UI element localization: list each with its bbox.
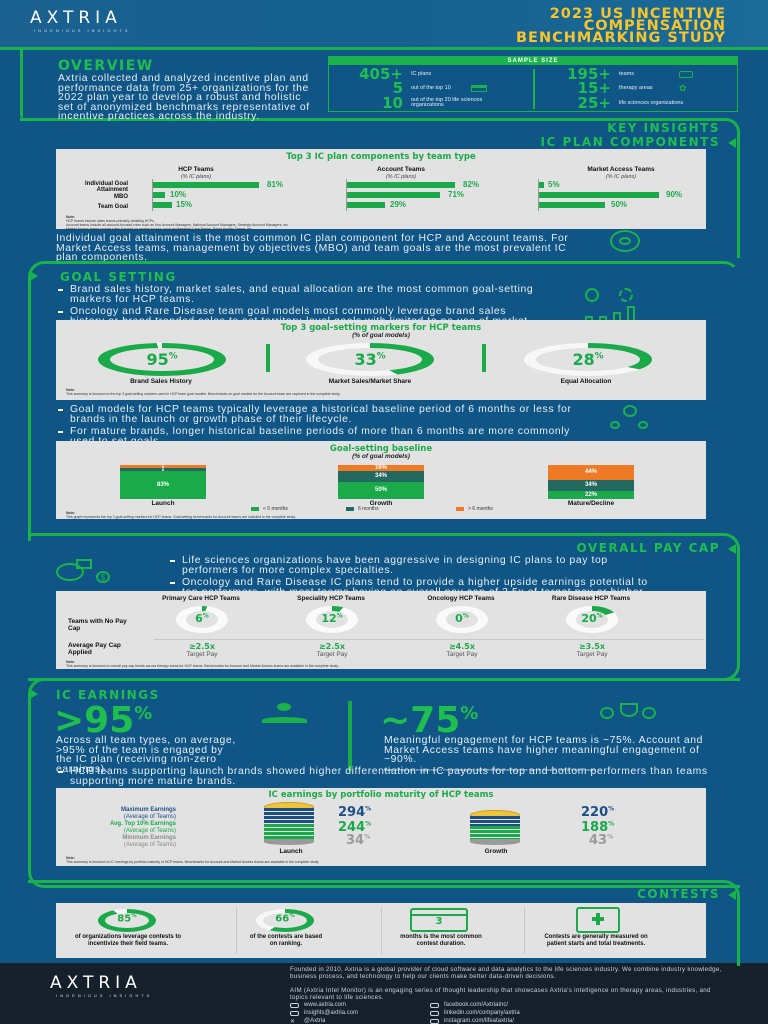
bar-launch: 9 8 83% xyxy=(120,464,206,499)
sample-right: 195+ teams 15+ therapy areas ✿ 25+ life scie… xyxy=(541,65,737,112)
goal-setting-frame xyxy=(28,261,740,541)
bar-mature: 44% 34% 22% xyxy=(548,465,634,499)
facebook-icon xyxy=(430,1002,439,1008)
goal-setting-heading: GOAL SETTING xyxy=(60,270,177,284)
goal-markers-panel: Top 3 goal-setting markers for HCP teams… xyxy=(56,320,706,400)
paycap-col-primary: Primary Care HCP Teams xyxy=(162,595,240,602)
target-icon xyxy=(610,230,640,252)
components-notes: Note: HCP teams include sales teams prim… xyxy=(66,215,289,231)
legend-gt6: > 6 months xyxy=(456,506,493,512)
contests-heading: CONTESTS xyxy=(637,887,720,901)
calendar-icon: 3 xyxy=(410,908,468,932)
coin-stack-launch xyxy=(264,802,314,846)
pay-cap-panel: Teams with No Pay Cap Average Pay Cap Ap… xyxy=(56,591,706,669)
mail-icon xyxy=(290,1010,299,1016)
arrow-marker xyxy=(728,138,736,148)
coin-stack-growth xyxy=(470,810,520,846)
earnings-divider xyxy=(348,701,352,771)
col-market-access: Market Access Teams (% IC plans) xyxy=(587,166,655,180)
stat-engaged: >95% xyxy=(54,700,153,741)
bar-ma-mbo xyxy=(539,192,659,198)
arrow-marker xyxy=(30,689,38,699)
legend-lt6: < 6 months xyxy=(251,506,288,512)
arrow-marker xyxy=(728,544,736,554)
org-chart-icon xyxy=(262,703,307,725)
linkedin-icon xyxy=(430,1010,439,1016)
bar-acct-iga xyxy=(347,182,455,188)
paycap-col-speciality: Speciality HCP Teams xyxy=(297,595,365,602)
paycap-col-rare: Rare Disease HCP Teams xyxy=(551,595,631,602)
pie-dollar-icon: $ xyxy=(56,557,126,587)
team-icon xyxy=(679,70,693,78)
overview-text: Axtria collected and analyzed incentive … xyxy=(58,73,310,123)
people-network-icon xyxy=(610,405,650,433)
contests-panel: 85% of organizations leverage contests t… xyxy=(56,903,706,958)
frame-tail xyxy=(737,958,740,966)
footer: AXTRIA INGENIOUS INSIGHTS Founded in 201… xyxy=(0,963,768,1024)
linkedin-link[interactable]: linkedin.com/company/axtria xyxy=(430,1009,670,1017)
footer-logo: AXTRIA xyxy=(50,973,142,993)
legend-6: 6 months xyxy=(346,506,379,512)
logo-tagline: INGENIOUS INSIGHTS xyxy=(34,28,131,33)
stat-meaningful: ~75% xyxy=(380,700,479,741)
website-link[interactable]: www.axtria.com xyxy=(290,1001,490,1009)
team-people-icon xyxy=(600,703,660,725)
col-hcp: HCP Teams (% IC plans) xyxy=(178,166,214,180)
growth-gear-icon xyxy=(585,288,675,324)
key-insights-heading: KEY INSIGHTS xyxy=(607,121,720,135)
arrow-marker xyxy=(30,271,38,281)
patient-folder-icon xyxy=(576,907,620,933)
header: AXTRIA INGENIOUS INSIGHTS 2023 US INCENT… xyxy=(0,0,768,48)
ic-components-panel: Top 3 IC plan components by team type In… xyxy=(56,149,706,231)
ic-earnings-panel: IC earnings by portfolio maturity of HCP… xyxy=(56,788,706,866)
baseline-panel: Goal-setting baseline (% of goal models)… xyxy=(56,441,706,519)
contests-frame xyxy=(28,880,740,970)
email-link[interactable]: insights@axtria.com xyxy=(290,1009,490,1017)
x-link[interactable]: ✕ @Axtria xyxy=(290,1018,326,1024)
bar-ma-team xyxy=(539,202,605,208)
footer-aim: AIM (Axtria Intel Monitor) is an engagin… xyxy=(290,987,711,1001)
globe-icon xyxy=(290,1002,299,1008)
x-icon: ✕ xyxy=(290,1018,296,1024)
sample-size-heading: SAMPLE SIZE xyxy=(329,57,737,65)
pay-cap-heading: OVERALL PAY CAP xyxy=(576,541,720,555)
footer-about: Founded in 2010, Axtria is a global prov… xyxy=(290,966,722,980)
bar-hcp-iga xyxy=(153,182,259,188)
bar-ma-iga xyxy=(539,182,544,188)
sample-size-box: SAMPLE SIZE 405+ IC plans 5 out of the top… xyxy=(328,56,738,112)
ic-earnings-frame xyxy=(28,678,740,888)
bar-hcp-mbo xyxy=(153,192,165,198)
instagram-link[interactable]: instagram.com/lifeataxtria/ xyxy=(430,1017,670,1024)
facebook-link[interactable]: facebook.com/AxtriaInc/ xyxy=(430,1001,670,1009)
paycap-col-oncology: Oncology HCP Teams xyxy=(427,595,495,602)
bar-acct-mbo xyxy=(347,192,440,198)
arrow-marker xyxy=(728,890,736,900)
ic-earnings-bullet: HCP teams supporting launch brands showe… xyxy=(58,766,718,786)
instagram-icon xyxy=(430,1018,439,1024)
ic-earnings-heading: IC EARNINGS xyxy=(56,688,160,702)
page-title: 2023 US INCENTIVE COMPENSATION BENCHMARK… xyxy=(516,6,726,46)
bar-growth: 16% 34% 50% xyxy=(338,465,424,499)
key-insights-summary: Individual goal attainment is the most c… xyxy=(56,233,569,264)
building-icon xyxy=(471,84,487,92)
bar-hcp-team xyxy=(153,202,172,208)
ic-plan-components-heading: IC PLAN COMPONENTS xyxy=(540,135,720,149)
overview-heading: OVERVIEW xyxy=(58,58,154,74)
sample-left: 405+ IC plans 5 out of the top 10 10 out of… xyxy=(333,65,529,112)
bar-acct-team xyxy=(347,202,385,208)
col-account: Account Teams (% IC plans) xyxy=(377,166,425,180)
header-divider xyxy=(0,47,768,50)
therapy-icon: ✿ xyxy=(679,82,687,93)
overview-frame xyxy=(20,48,23,118)
axtria-logo: AXTRIA xyxy=(30,8,122,28)
overview-frame-bottom xyxy=(20,118,740,258)
sample-divider xyxy=(533,69,535,109)
